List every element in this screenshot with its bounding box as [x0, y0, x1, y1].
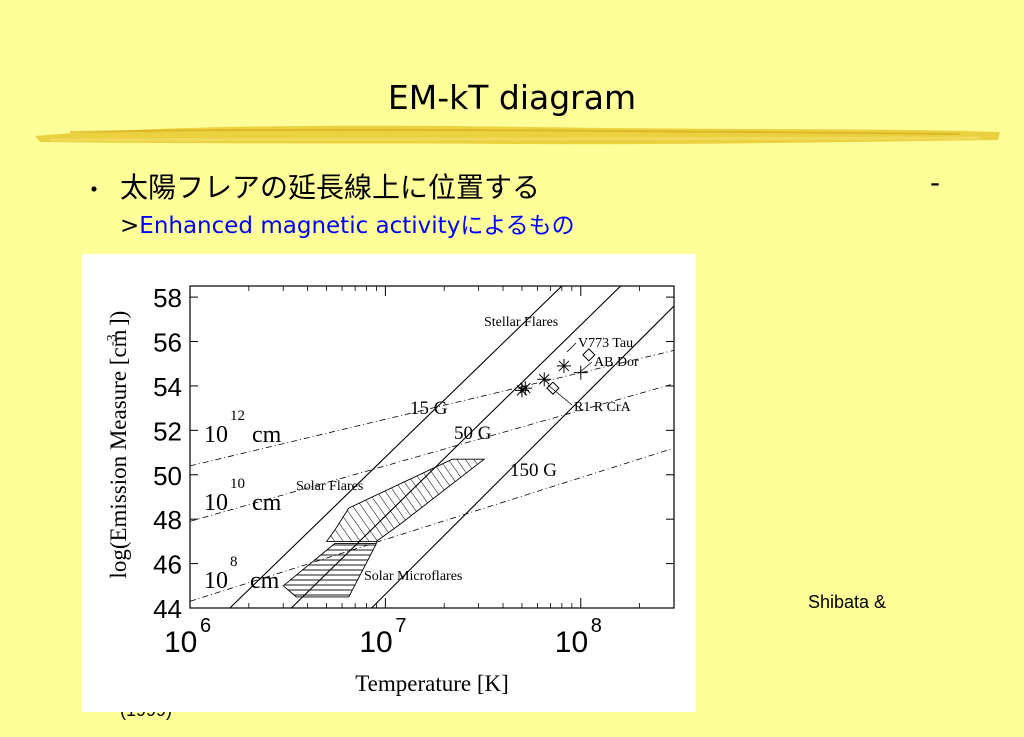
region-label-solar-microflares: Solar Microflares — [364, 569, 462, 584]
svg-text:cm: cm — [250, 568, 280, 594]
bullet-text: 太陽フレアの延長線上に位置する — [120, 171, 541, 204]
region-horizontal — [282, 543, 378, 598]
svg-text:cm: cm — [252, 422, 282, 448]
region-label-solar-flares: Solar Flares — [296, 479, 363, 494]
svg-text:10: 10 — [204, 568, 228, 594]
x-tick-label: 10 — [555, 626, 588, 659]
slide-title: EM-kT diagram — [387, 78, 637, 117]
svg-text:]): ]) — [106, 311, 131, 326]
y-tick-label: 54 — [153, 372, 182, 402]
em-kt-figure: 44 46 48 50 52 54 56 58 10 6 10 7 10 8 Stellar Flares… — [82, 254, 696, 712]
y-axis-label: log(Emission Measure [cm -3 ]) — [105, 311, 131, 579]
brush-stroke-divider — [35, 125, 1000, 145]
enhanced-activity-text: Enhanced magnetic activityによるもの — [139, 213, 575, 239]
star-asterisk — [518, 381, 533, 396]
y-tick-label: 52 — [153, 416, 182, 446]
bullet-marker: ・ — [82, 176, 106, 204]
svg-text:-3: -3 — [105, 334, 120, 346]
field-label-150g: 150 G — [510, 460, 557, 481]
length-line — [190, 350, 674, 467]
x-tick-label: 10 — [164, 626, 197, 659]
star-asterisk — [537, 372, 552, 387]
x-tick-label: 10 — [359, 626, 392, 659]
y-tick-label: 46 — [153, 550, 182, 580]
svg-text:log(Emission Measure [cm: log(Emission Measure [cm — [106, 329, 131, 578]
svg-text:10: 10 — [204, 422, 228, 448]
svg-text:12: 12 — [230, 408, 245, 424]
field-label-15g: 15 G — [410, 398, 448, 419]
length-line — [190, 383, 674, 522]
svg-text:10: 10 — [204, 490, 228, 516]
region-diagonal — [325, 458, 486, 542]
y-tick-label: 48 — [153, 505, 182, 535]
svg-text:10: 10 — [230, 476, 245, 492]
length-label-1e12: 10 12 cm — [204, 408, 282, 448]
field-line — [229, 286, 563, 608]
y-tick-label: 58 — [153, 283, 182, 313]
pointer-r1-r-cra — [547, 384, 573, 406]
y-tick-label: 50 — [153, 461, 182, 491]
annotation-v773-tau: V773 Tau — [578, 336, 633, 351]
svg-text:8: 8 — [230, 554, 238, 570]
bullet-continuation: >Enhanced magnetic activityによるもの — [120, 206, 575, 240]
citation-credit: Shibata & — [808, 592, 887, 612]
y-tick-label: 44 — [153, 594, 182, 624]
annotation-ab-dor: AB Dor — [594, 355, 639, 370]
length-label-1e10: 10 10 cm — [204, 476, 282, 516]
x-tick-exponent: 6 — [200, 615, 211, 637]
x-tick-exponent: 8 — [591, 615, 602, 637]
svg-text:cm: cm — [252, 490, 282, 516]
pointer-ab-dor — [579, 361, 593, 373]
star-diamond — [582, 348, 596, 362]
x-axis-label: Temperature [K] — [355, 671, 509, 696]
x-tick-exponent: 7 — [395, 615, 406, 637]
y-tick-label: 56 — [153, 328, 182, 358]
annotation-stellar-flares: Stellar Flares — [484, 315, 558, 330]
star-asterisk — [556, 358, 571, 373]
bullet-dash: - — [930, 166, 941, 199]
star-plus — [573, 365, 588, 380]
arrow-glyph: > — [120, 213, 140, 239]
plot-frame — [189, 285, 675, 609]
length-label-1e8: 10 8 cm — [204, 554, 280, 594]
pointer-v773-tau — [566, 342, 577, 353]
field-line — [371, 305, 674, 608]
field-label-50g: 50 G — [454, 423, 492, 444]
annotation-r1-r-cra: R1 R CrA — [574, 400, 632, 415]
